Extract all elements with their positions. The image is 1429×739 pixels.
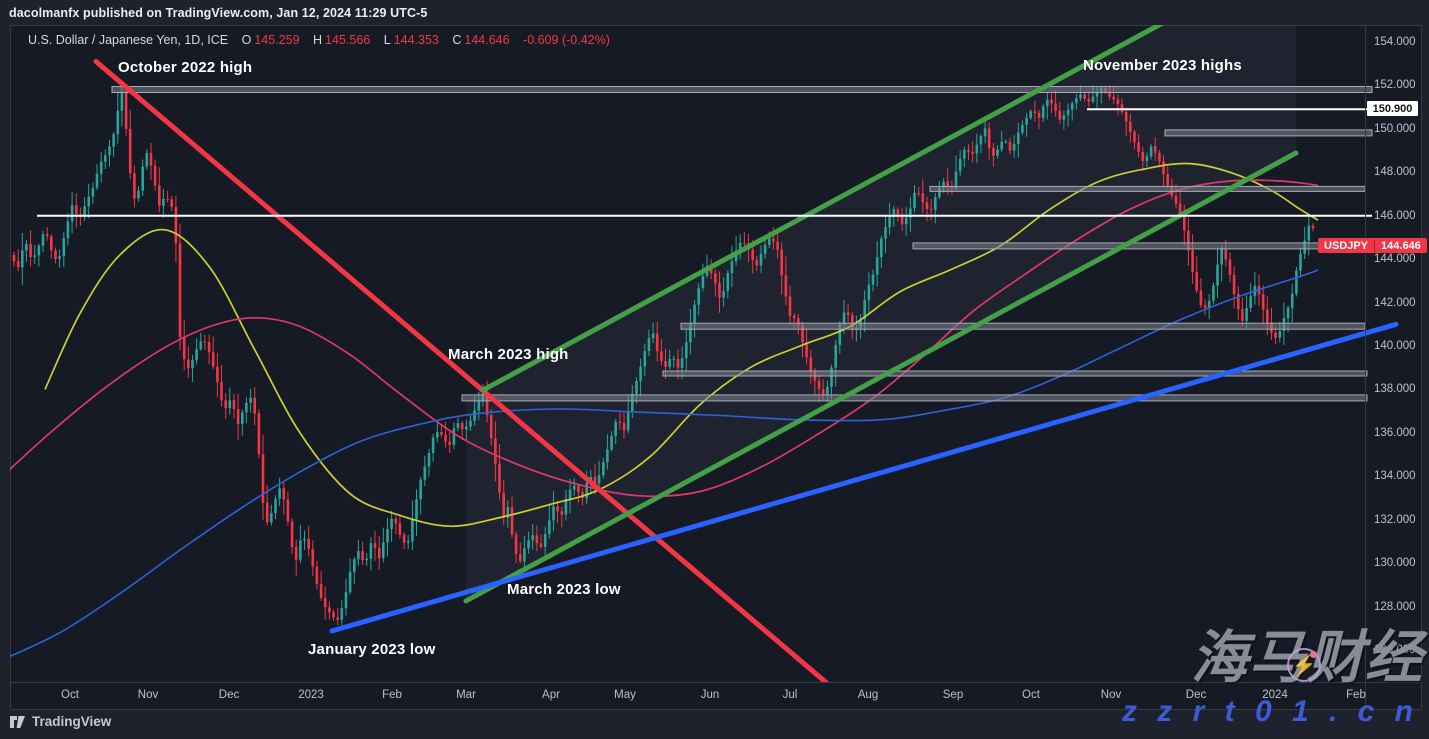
price-level-flag: 150.900 <box>1367 101 1418 116</box>
time-axis-label: Jun <box>700 689 720 701</box>
time-axis-label: May <box>614 689 636 701</box>
time-axis-label: Nov <box>1100 689 1122 701</box>
price-axis-label: 130.000 <box>1374 557 1416 570</box>
chart-annotation-3: March 2023 low <box>507 581 621 598</box>
chart-annotation-1: November 2023 highs <box>1083 57 1242 74</box>
price-axis-label: 134.000 <box>1374 470 1416 483</box>
price-axis-label: 138.000 <box>1374 383 1416 396</box>
time-axis-label: Mar <box>456 689 476 701</box>
time-axis-label: Jul <box>782 689 798 701</box>
ma-slow-blue <box>10 269 1319 658</box>
time-axis-label: 2024 <box>1262 689 1288 701</box>
price-axis-label: 142.000 <box>1374 296 1416 309</box>
time-axis-label: Apr <box>542 689 560 701</box>
resistance-zone-2 <box>929 185 1366 192</box>
high-value: 145.566 <box>325 33 371 47</box>
time-axis-label: Oct <box>61 689 79 701</box>
green-channel-lower <box>463 150 1299 604</box>
symbol-header: U.S. Dollar / Japanese Yen, 1D, ICE O 145… <box>28 33 613 47</box>
high-label: H <box>313 33 323 47</box>
low-label: L <box>383 33 391 47</box>
price-axis-label: 132.000 <box>1374 513 1416 526</box>
footer-bar: TradingView <box>9 714 111 729</box>
chart-annotation-0: October 2022 high <box>118 59 253 76</box>
price-axis-label: 146.000 <box>1374 209 1416 222</box>
time-axis-label: Dec <box>1185 689 1207 701</box>
lightning-icon: ⚡ <box>1287 648 1321 682</box>
resistance-zone-3 <box>912 242 1366 250</box>
time-axis-label: Feb <box>382 689 402 701</box>
last-price-symbol: USDJPY <box>1324 239 1369 252</box>
time-axis-label: Oct <box>1022 689 1040 701</box>
price-axis-label: 152.000 <box>1374 79 1416 92</box>
time-axis-label: Feb <box>1346 689 1366 701</box>
price-axis-label: 150.000 <box>1374 122 1416 135</box>
publisher-text: dacolmanfx published on TradingView.com,… <box>9 5 428 20</box>
blue-support-line <box>329 321 1399 634</box>
tradingview-logo-text[interactable]: TradingView <box>32 714 112 729</box>
price-axis-label: 126.000 <box>1374 643 1416 656</box>
resistance-zone-5 <box>662 370 1368 377</box>
price-axis-label: 154.000 <box>1374 36 1416 48</box>
symbol-title: U.S. Dollar / Japanese Yen, 1D, ICE <box>28 33 229 47</box>
price-axis-label: 136.000 <box>1374 426 1416 439</box>
chart-annotation-2: March 2023 high <box>448 346 569 363</box>
time-axis-label: Sep <box>942 689 964 701</box>
time-axis-label: Nov <box>137 689 159 701</box>
low-value: 144.353 <box>393 33 439 47</box>
plot-area <box>10 25 1399 682</box>
resistance-zone-0 <box>111 86 1373 93</box>
close-label: C <box>452 33 462 47</box>
red-downtrend-line <box>93 59 830 682</box>
ma-fast-yellow <box>44 162 1319 528</box>
price-axis-label: 140.000 <box>1374 339 1416 352</box>
time-axis-label: Aug <box>857 689 879 701</box>
price-level-text: 150.900 <box>1372 102 1413 115</box>
time-axis-label: Dec <box>218 689 240 701</box>
change-value: -0.609 (-0.42%) <box>523 33 610 47</box>
last-price-badge: USDJPY 144.646 <box>1318 238 1427 253</box>
chart-annotation-4: January 2023 low <box>308 641 436 658</box>
tradingview-logo-icon[interactable] <box>9 715 26 729</box>
chart-panel[interactable] <box>10 25 1422 710</box>
time-axis-label: 2023 <box>298 689 324 701</box>
last-price-value: 144.646 <box>1374 239 1427 252</box>
price-axis-label: 148.000 <box>1374 166 1416 179</box>
price-axis-label: 128.000 <box>1374 600 1416 613</box>
time-axis-separator <box>10 682 1422 683</box>
price-axis-separator <box>1365 25 1366 710</box>
watermark-site-text: z z r t 0 1 . c n <box>1121 695 1419 728</box>
close-value: 144.646 <box>464 33 510 47</box>
resistance-zone-1 <box>1164 129 1373 137</box>
green-channel-upper <box>480 25 1165 393</box>
channel-fill <box>466 25 1296 601</box>
price-axis-label: 144.000 <box>1374 253 1416 266</box>
resistance-zone-6 <box>461 394 1368 402</box>
open-value: 145.259 <box>254 33 300 47</box>
resistance-zone-4 <box>680 322 1366 330</box>
publisher-bar: dacolmanfx published on TradingView.com,… <box>0 0 1429 25</box>
open-label: O <box>241 33 252 47</box>
